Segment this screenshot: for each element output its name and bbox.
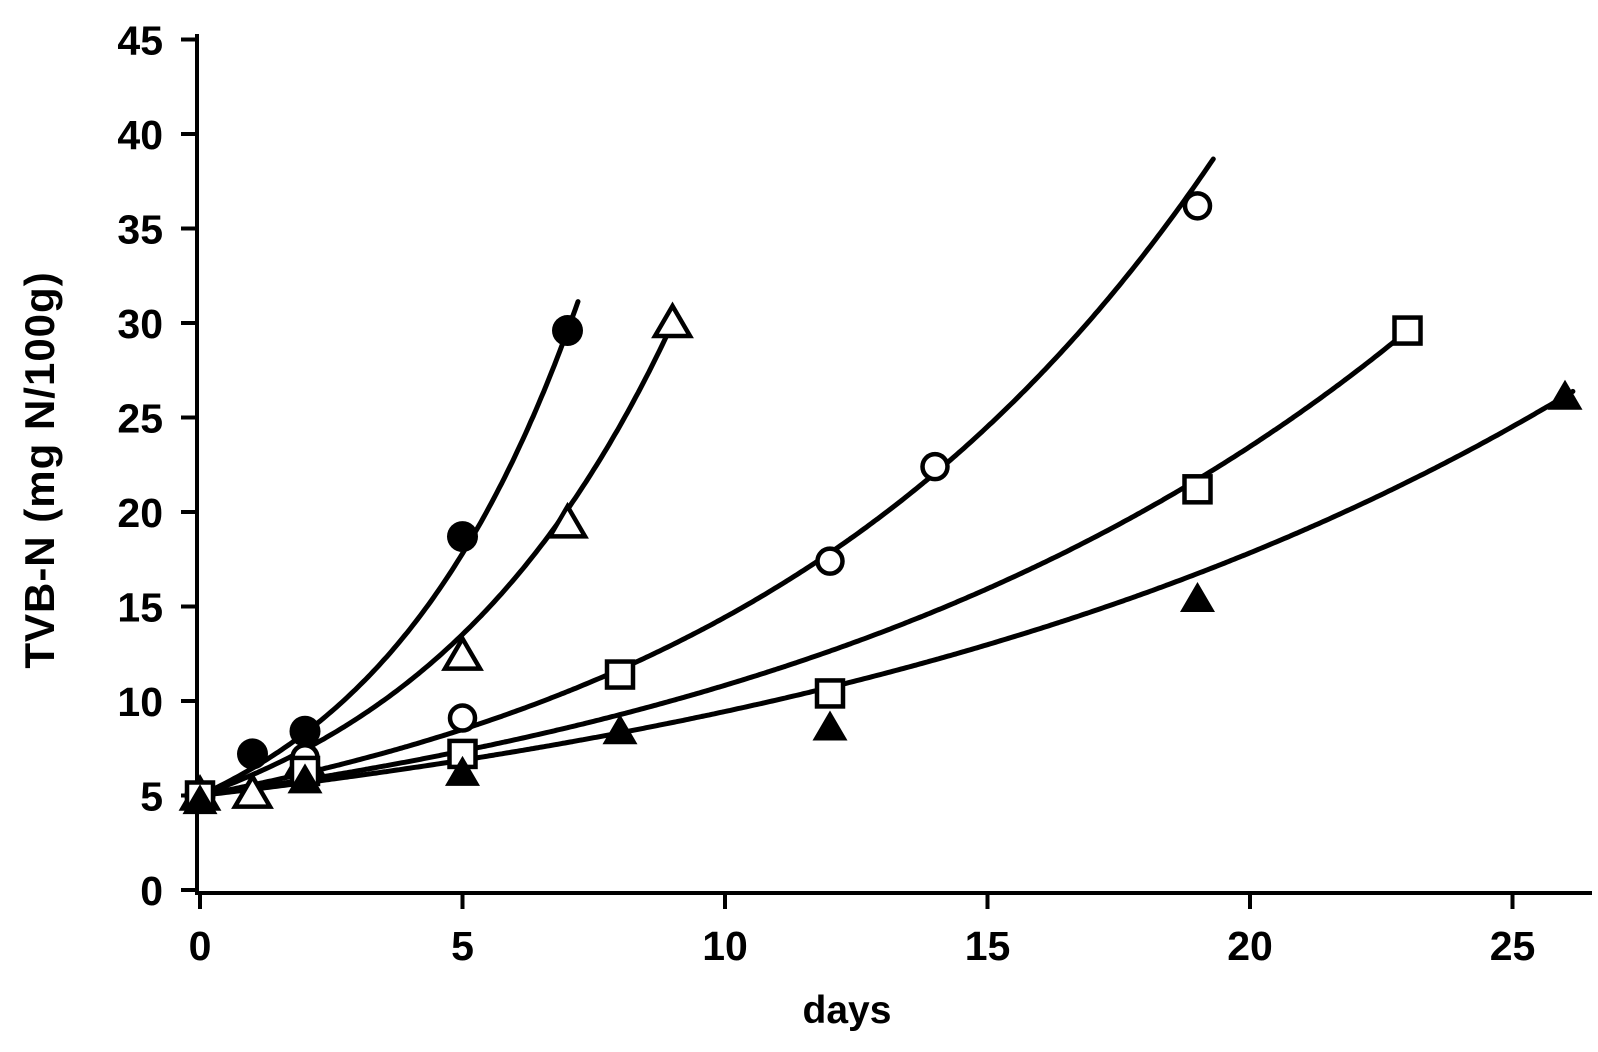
filled-triangle-series-point: [1180, 581, 1215, 612]
filled-triangle-series-point: [182, 784, 218, 815]
open-square-series-point: [1392, 315, 1423, 346]
y-tick-label: 10: [117, 679, 163, 725]
filled-triangle-series-point: [1547, 379, 1583, 410]
open-triangle-series-point: [546, 501, 589, 539]
y-tick-label: 25: [117, 396, 163, 442]
filled-triangle-series-trendline: [197, 388, 1576, 798]
open-circle-series-trendline: [197, 156, 1216, 798]
open-square-series-point: [1182, 474, 1213, 505]
x-tick-label: 15: [965, 923, 1011, 969]
filled-triangle-series-point: [812, 710, 848, 741]
y-tick-label: 0: [140, 868, 163, 914]
open-square-series-trendline: [197, 324, 1416, 798]
filled-triangle-series-point: [287, 763, 323, 794]
y-tick-label: 20: [117, 490, 163, 536]
filled-circle-series-trendline: [197, 299, 581, 798]
filled-circle-series-point: [552, 315, 583, 347]
filled-circle-series-point: [237, 738, 268, 770]
open-triangle-series-point: [441, 634, 484, 671]
open-triangle-series-point: [651, 301, 694, 339]
x-tick-label: 25: [1490, 923, 1536, 969]
x-tick-label: 5: [451, 923, 474, 969]
y-tick-label: 40: [117, 112, 163, 158]
y-axis-title: TVB-N (mg N/100g): [16, 271, 63, 669]
open-triangle-series-point: [231, 772, 274, 809]
y-tick-label: 5: [140, 774, 163, 820]
open-square-series-point: [604, 659, 636, 690]
x-tick-label: 20: [1227, 923, 1273, 969]
open-circle-series-point: [920, 451, 950, 482]
filled-circle-series-point: [289, 715, 321, 747]
y-tick-label: 45: [117, 18, 163, 64]
open-circle-series-point: [1182, 191, 1213, 221]
filled-circle-series-point: [447, 521, 478, 553]
y-tick-label: 30: [117, 301, 163, 347]
open-square-series-point: [814, 678, 846, 709]
open-triangle-series-trendline: [197, 315, 678, 798]
filled-triangle-series-point: [445, 755, 480, 786]
x-axis-title: days: [802, 989, 892, 1032]
open-circle-series-point: [815, 546, 845, 576]
x-tick-label: 10: [702, 923, 748, 969]
filled-triangle-series-point: [602, 714, 638, 745]
y-tick-label: 35: [117, 207, 163, 253]
x-tick-label: 0: [189, 923, 212, 969]
y-tick-label: 15: [117, 585, 163, 631]
open-circle-series-point: [447, 703, 478, 733]
